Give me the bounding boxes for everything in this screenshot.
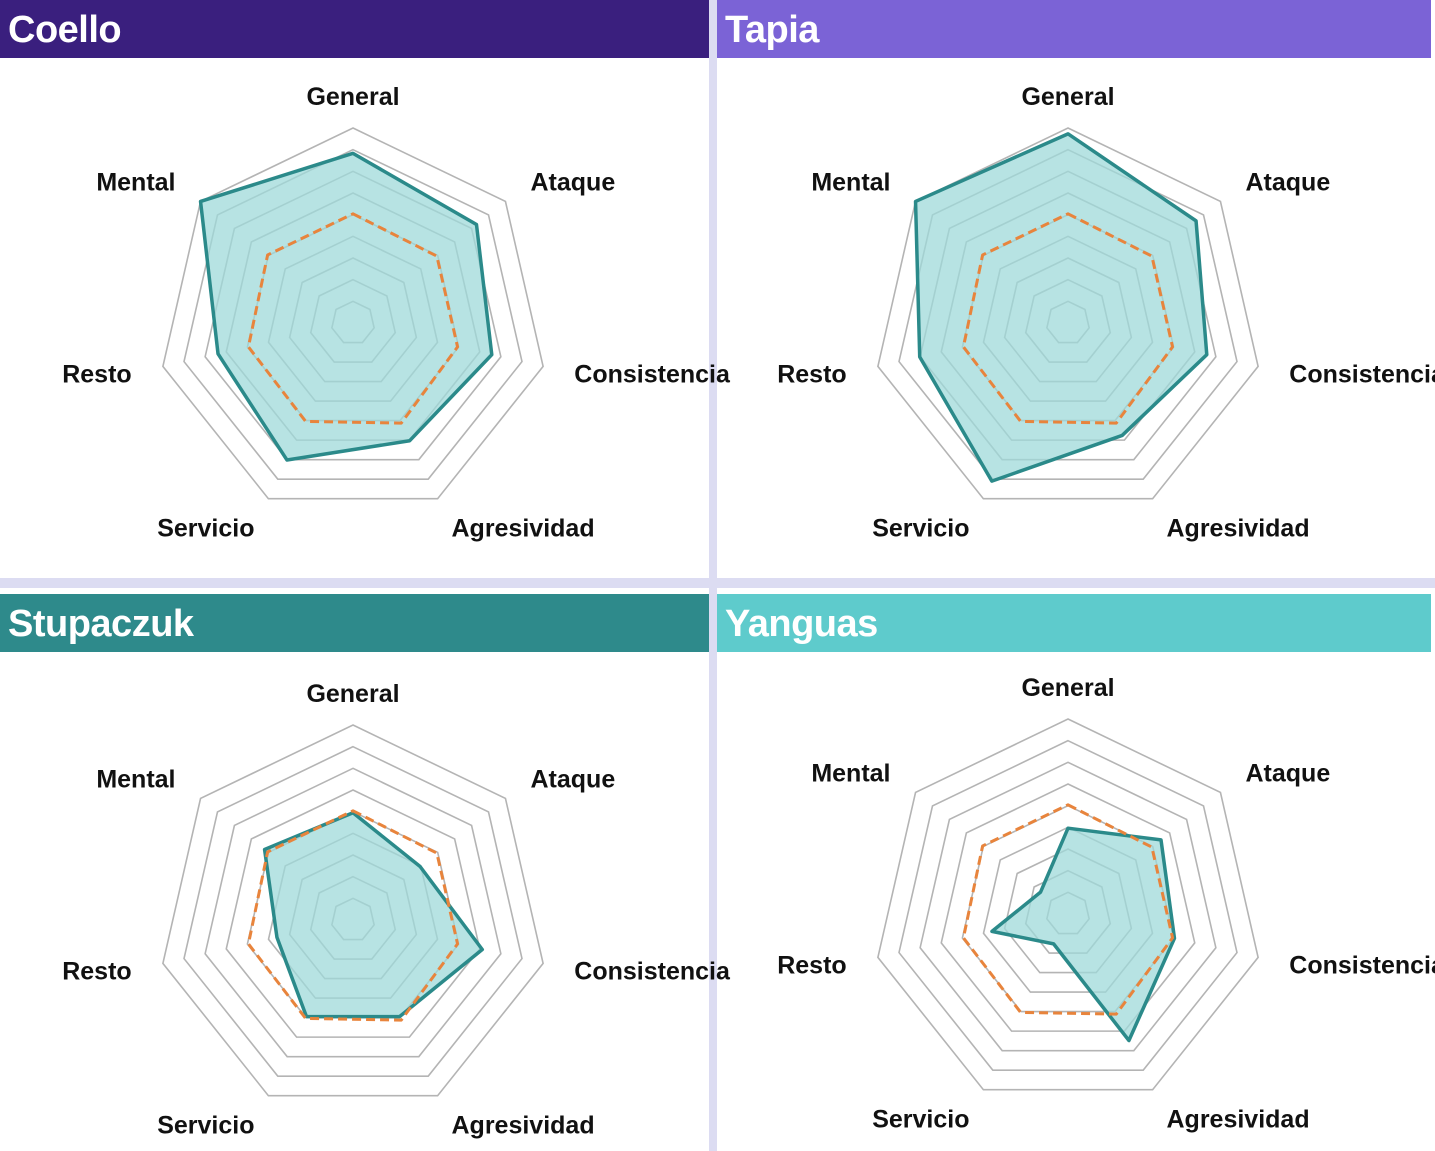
- radar-chart: General Ataque Consistencia Agresividad Serv…: [62, 83, 731, 543]
- average-series-polygon: [246, 212, 460, 425]
- axis-label: Resto: [62, 958, 131, 986]
- axis-label: Resto: [62, 361, 131, 389]
- average-series-polygon: [961, 803, 1175, 1016]
- axis-label: Agresividad: [1167, 1106, 1310, 1134]
- radar-chart: General Ataque Consistencia Agresividad Serv…: [62, 680, 731, 1140]
- grid-ring: [877, 127, 1259, 500]
- grid-ring: [183, 745, 523, 1077]
- panel-title: Stupaczuk: [0, 594, 709, 652]
- axis-label: Servicio: [157, 515, 254, 543]
- axis-label: Consistencia: [1289, 361, 1435, 389]
- axis-label: Ataque: [531, 169, 616, 197]
- panel-stupaczuk: Stupaczuk General Ataque Consistencia Agres…: [0, 594, 731, 1151]
- axis-label: Resto: [777, 361, 846, 389]
- grid-ring: [940, 783, 1196, 1032]
- player-series-polygon: [262, 811, 485, 1019]
- axis-label: Ataque: [1246, 760, 1331, 788]
- axis-label: General: [306, 680, 399, 708]
- axis-label: Servicio: [872, 1106, 969, 1134]
- player-series-polygon: [913, 132, 1209, 483]
- axis-label: General: [1021, 674, 1114, 702]
- axis-label: Servicio: [872, 515, 969, 543]
- axis-label: Servicio: [157, 1112, 254, 1140]
- axis-label: Consistencia: [1289, 952, 1435, 980]
- axis-label: General: [1021, 83, 1114, 111]
- grid-ring: [898, 739, 1238, 1071]
- panel-yanguas: Yanguas General Ataque Consistencia Agresiv…: [717, 594, 1435, 1151]
- axis-label: Resto: [777, 952, 846, 980]
- axis-label: Agresividad: [452, 515, 595, 543]
- grid-ring: [162, 724, 544, 1097]
- average-series-polygon: [961, 212, 1175, 425]
- axis-label: General: [306, 83, 399, 111]
- panel-tapia: Tapia General Ataque Consistencia Agresivid…: [717, 0, 1435, 578]
- panel-title: Tapia: [717, 0, 1431, 58]
- horizontal-divider: [0, 578, 1435, 588]
- grid-ring: [919, 761, 1217, 1052]
- player-series-polygon: [990, 826, 1177, 1043]
- radar-chart: General Ataque Consistencia Agresividad Serv…: [777, 83, 1435, 543]
- grid-ring: [877, 718, 1259, 1091]
- axis-label: Mental: [811, 169, 890, 197]
- axis-label: Mental: [96, 766, 175, 794]
- radar-chart: General Ataque Consistencia Agresividad Serv…: [777, 674, 1435, 1134]
- axis-label: Consistencia: [574, 361, 731, 389]
- player-series-polygon: [198, 151, 494, 462]
- grid-ring: [204, 767, 502, 1058]
- axis-label: Agresividad: [1167, 515, 1310, 543]
- average-series-polygon: [246, 809, 460, 1022]
- axis-label: Mental: [811, 760, 890, 788]
- grid-ring: [225, 789, 481, 1038]
- grid-ring: [162, 127, 544, 500]
- panel-title: Yanguas: [717, 594, 1431, 652]
- axis-label: Agresividad: [452, 1112, 595, 1140]
- panel-title: Coello: [0, 0, 709, 58]
- axis-label: Consistencia: [574, 958, 731, 986]
- axis-label: Ataque: [531, 766, 616, 794]
- axis-label: Mental: [96, 169, 175, 197]
- vertical-divider: [709, 0, 717, 1151]
- panel-coello: Coello General Ataque Consistencia Agresivi…: [0, 0, 731, 578]
- axis-label: Ataque: [1246, 169, 1331, 197]
